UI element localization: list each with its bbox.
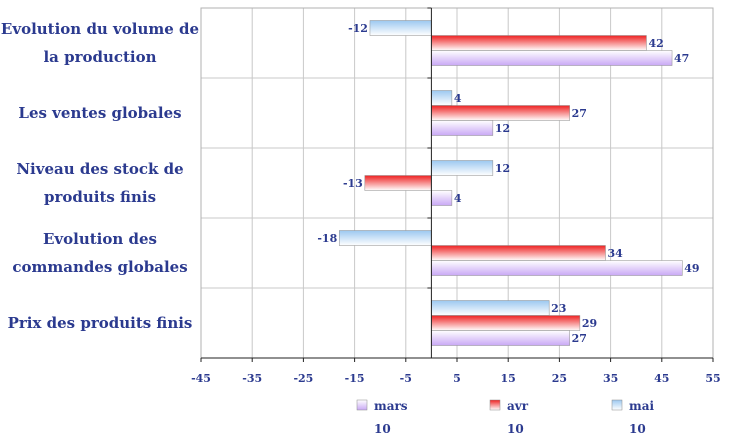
category-label: la production xyxy=(43,48,156,66)
data-label: 49 xyxy=(684,262,699,275)
x-tick-label: -5 xyxy=(400,372,412,385)
category-label: commandes globales xyxy=(12,258,187,276)
legend: mars 10 avr 10 mai 10 xyxy=(356,399,654,436)
x-tick-label: 25 xyxy=(552,372,567,385)
bar-mai-10-0 xyxy=(369,20,432,36)
x-tick-label: -15 xyxy=(345,372,365,385)
category-label: Niveau des stock de xyxy=(16,160,183,178)
bar-mars-10-4 xyxy=(431,330,570,346)
bar-avr-10-1 xyxy=(431,105,570,121)
category-labels: Evolution du volume de la production Les v… xyxy=(1,20,199,332)
x-tick-label: 45 xyxy=(654,372,669,385)
legend-swatch xyxy=(356,399,368,411)
data-labels: -12 42 47 4 27 12 12 -13 4 -18 34 49 23 29 27 xyxy=(317,22,699,345)
x-tick-label: -35 xyxy=(242,372,262,385)
legend-label-sub: 10 xyxy=(629,422,646,436)
x-tick-label: -45 xyxy=(191,372,211,385)
category-label: Prix des produits finis xyxy=(8,314,193,332)
legend-swatch xyxy=(611,399,623,411)
data-label: 4 xyxy=(454,92,462,105)
data-label: -18 xyxy=(317,232,337,245)
data-label: 4 xyxy=(454,192,462,205)
x-tick-labels: -45 -35 -25 -15 -5 5 15 25 35 45 55 xyxy=(191,372,721,385)
bar-mai-10-1 xyxy=(431,90,453,106)
x-tick-label: 35 xyxy=(603,372,618,385)
legend-label: mai xyxy=(629,399,654,413)
bar-mars-10-3 xyxy=(431,260,683,276)
x-tick-label: 5 xyxy=(453,372,461,385)
data-label: 42 xyxy=(648,37,663,50)
bar-mars-10-2 xyxy=(431,190,453,206)
legend-label-sub: 10 xyxy=(374,422,391,436)
data-label: 23 xyxy=(551,302,566,315)
data-label: 12 xyxy=(495,162,510,175)
bar-avr-10-4 xyxy=(431,315,581,331)
legend-label-sub: 10 xyxy=(507,422,524,436)
legend-label: mars xyxy=(374,399,408,413)
x-tick-label: 55 xyxy=(705,372,720,385)
data-label: 29 xyxy=(582,317,597,330)
category-label: produits finis xyxy=(44,188,156,206)
x-tick-label: -25 xyxy=(293,372,313,385)
bars xyxy=(338,20,683,346)
data-label: 27 xyxy=(572,332,587,345)
bar-avr-10-2 xyxy=(364,175,432,191)
legend-label: avr xyxy=(507,399,529,413)
legend-swatch xyxy=(489,399,501,411)
data-label: 27 xyxy=(572,107,587,120)
category-label: Evolution des xyxy=(43,230,157,248)
data-label: -12 xyxy=(348,22,368,35)
category-label: Evolution du volume de xyxy=(1,20,199,38)
bar-mai-10-2 xyxy=(431,160,494,176)
bar-mai-10-3 xyxy=(338,230,432,246)
x-tick-label: 15 xyxy=(501,372,516,385)
bar-avr-10-3 xyxy=(431,245,606,261)
bar-mars-10-1 xyxy=(431,120,494,136)
bar-mars-10-0 xyxy=(431,50,673,66)
category-label: Les ventes globales xyxy=(18,104,181,122)
data-label: -13 xyxy=(343,177,363,190)
plot-frame xyxy=(200,7,714,362)
data-label: 12 xyxy=(495,122,510,135)
bar-avr-10-0 xyxy=(431,35,647,51)
bar-mai-10-4 xyxy=(431,300,550,316)
data-label: 47 xyxy=(674,52,689,65)
data-label: 34 xyxy=(607,247,623,260)
